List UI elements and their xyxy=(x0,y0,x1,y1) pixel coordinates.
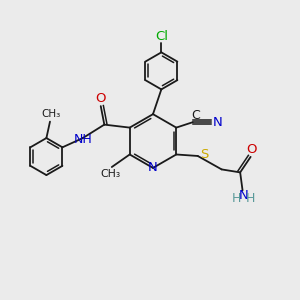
Text: O: O xyxy=(95,92,106,105)
Text: C: C xyxy=(191,109,200,122)
Text: Cl: Cl xyxy=(155,30,168,43)
Text: NH: NH xyxy=(74,133,92,146)
Text: CH₃: CH₃ xyxy=(100,169,120,179)
Text: H: H xyxy=(231,192,241,205)
Text: O: O xyxy=(246,143,257,156)
Text: S: S xyxy=(200,148,208,161)
Text: N: N xyxy=(238,189,248,202)
Text: N: N xyxy=(148,161,158,174)
Text: H: H xyxy=(246,192,256,205)
Text: N: N xyxy=(213,116,223,129)
Text: CH₃: CH₃ xyxy=(41,109,60,119)
